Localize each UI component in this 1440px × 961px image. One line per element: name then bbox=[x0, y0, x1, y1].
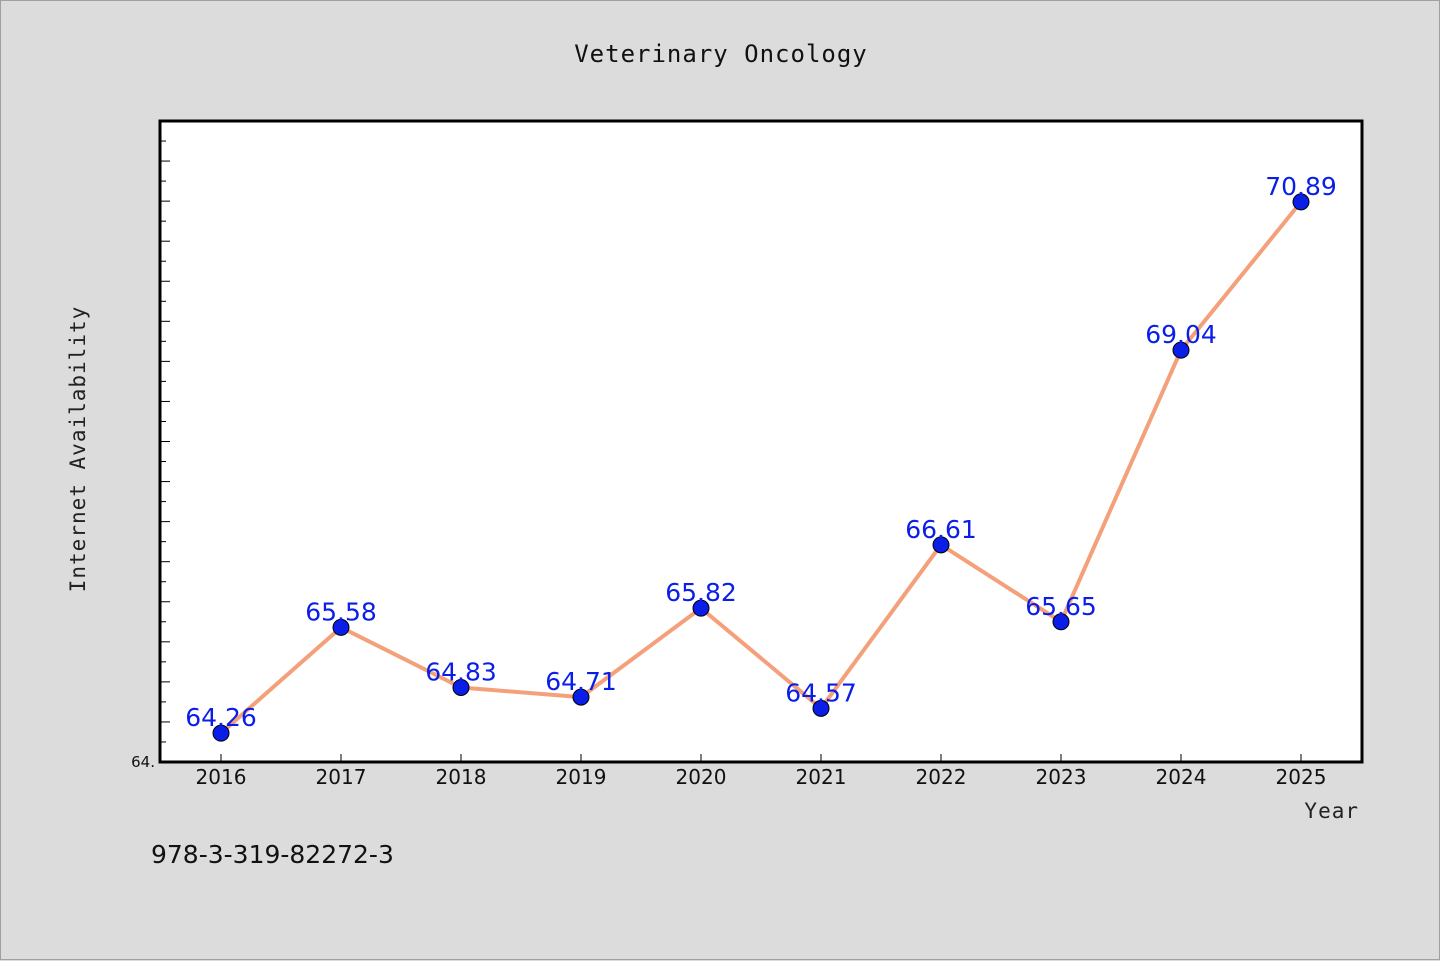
data-point-2022 bbox=[932, 536, 950, 554]
data-label-2016: 64.26 bbox=[185, 703, 257, 732]
plot-area bbox=[158, 119, 1364, 764]
data-point-2024 bbox=[1172, 341, 1190, 359]
x-axis-tick-labels: 2016 2017 2018 2019 2020 2021 2022 2023 2024 2025 bbox=[196, 765, 1327, 789]
x-tick-label-2019: 2019 bbox=[556, 765, 607, 789]
y-axis-label: Internet Availability bbox=[66, 306, 90, 593]
x-tick-label-2017: 2017 bbox=[316, 765, 367, 789]
x-axis-label: Year bbox=[1304, 799, 1359, 823]
data-label-2021: 64.57 bbox=[785, 678, 857, 707]
footer-code: 978-3-319-82272-3 bbox=[151, 840, 394, 869]
data-point-2025 bbox=[1292, 193, 1310, 211]
data-point-2019 bbox=[572, 688, 590, 706]
data-label-2019: 64.71 bbox=[545, 667, 617, 696]
data-label-2023: 65.65 bbox=[1025, 592, 1097, 621]
x-tick-label-2016: 2016 bbox=[196, 765, 247, 789]
y-axis-min-label: 64. bbox=[131, 753, 155, 771]
data-point-2020 bbox=[692, 599, 710, 617]
x-tick-label-2022: 2022 bbox=[916, 765, 967, 789]
data-markers bbox=[212, 193, 1310, 742]
data-point-2016 bbox=[212, 724, 230, 742]
data-label-2017: 65.58 bbox=[305, 597, 377, 626]
chart-title: Veterinary Oncology bbox=[574, 40, 868, 68]
data-point-2018 bbox=[452, 678, 470, 696]
data-labels: 64.26 65.58 64.83 64.71 65.82 64.57 66.61 65.65… bbox=[185, 172, 1337, 732]
x-tick-label-2020: 2020 bbox=[676, 765, 727, 789]
x-axis-ticks bbox=[220, 754, 1302, 762]
x-tick-label-2025: 2025 bbox=[1276, 765, 1327, 789]
series-line bbox=[219, 200, 1303, 735]
x-tick-label-2018: 2018 bbox=[436, 765, 487, 789]
data-point-2023 bbox=[1052, 613, 1070, 631]
x-tick-label-2023: 2023 bbox=[1036, 765, 1087, 789]
data-label-2022: 66.61 bbox=[905, 515, 977, 544]
data-point-2021 bbox=[812, 699, 830, 717]
data-label-2020: 65.82 bbox=[665, 578, 737, 607]
data-label-2018: 64.83 bbox=[425, 657, 497, 686]
x-tick-label-2021: 2021 bbox=[796, 765, 847, 789]
x-tick-label-2024: 2024 bbox=[1156, 765, 1207, 789]
data-label-2025: 70.89 bbox=[1265, 172, 1337, 201]
y-axis-ticks bbox=[160, 140, 170, 743]
data-point-2017 bbox=[332, 618, 350, 636]
data-label-2024: 69.04 bbox=[1145, 320, 1217, 349]
